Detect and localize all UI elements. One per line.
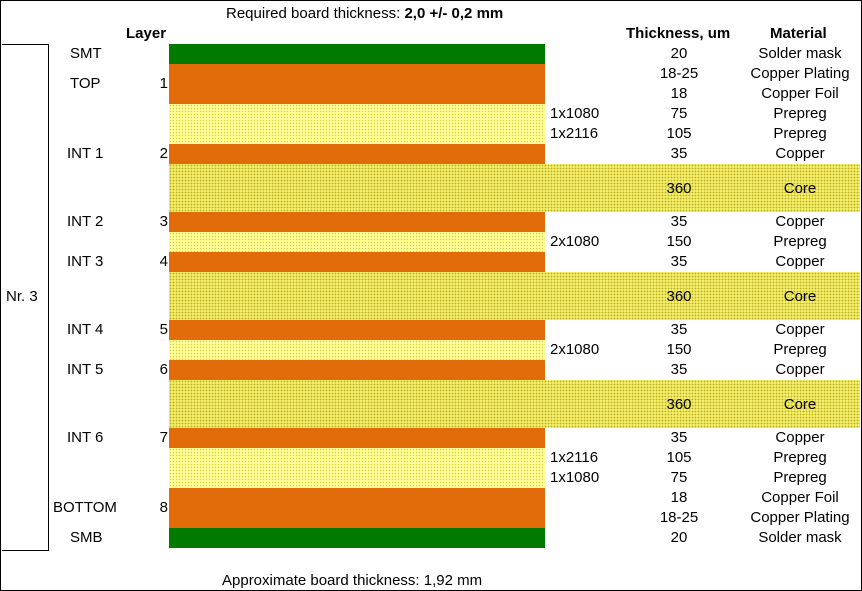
thickness-value: 105 [666, 449, 692, 466]
approximate-thickness: Approximate board thickness: 1,92 mm [222, 572, 483, 589]
layer-column-header: Layer [126, 25, 167, 42]
layer-name: SMT [70, 45, 102, 62]
layer-number: 4 [159, 253, 168, 270]
material-value: Copper Plating [750, 65, 850, 82]
thickness-value: 18-25 [659, 65, 699, 82]
layer-number: 7 [159, 429, 168, 446]
copper-top-bar [169, 64, 545, 104]
core-3-band [169, 380, 860, 428]
thickness-value: 150 [666, 233, 692, 250]
thickness-value: 35 [670, 145, 688, 162]
prepreg-bottom-bar [169, 448, 545, 488]
material-value: Copper [775, 145, 825, 162]
material-value: Prepreg [773, 125, 827, 142]
layer-name: INT 1 [67, 145, 104, 162]
layer-number: 3 [159, 213, 168, 230]
copper-int2-bar [169, 212, 545, 232]
layer-name: INT 3 [67, 253, 104, 270]
material-value: Copper [775, 429, 825, 446]
thickness-value: 360 [666, 180, 692, 197]
copper-int1-bar [169, 144, 545, 164]
thickness-value: 18 [670, 85, 688, 102]
required-thickness: Required board thickness: 2,0 +/- 0,2 mm [226, 5, 503, 22]
required-thickness-value: 2,0 +/- 0,2 mm [404, 5, 504, 22]
prepreg-spec: 2x1080 [550, 341, 600, 358]
copper-int6-bar [169, 428, 545, 448]
thickness-value: 75 [670, 469, 688, 486]
required-thickness-label: Required board thickness: [226, 5, 405, 22]
material-value: Prepreg [773, 341, 827, 358]
group-label: Nr. 3 [6, 288, 38, 305]
material-value: Copper Foil [761, 489, 839, 506]
copper-int5-bar [169, 360, 545, 380]
thickness-column-header: Thickness, um [626, 25, 731, 42]
material-value: Core [783, 288, 817, 305]
material-value: Copper [775, 253, 825, 270]
copper-bottom-bar [169, 488, 545, 528]
prepreg-top-bar [169, 104, 545, 144]
thickness-value: 35 [670, 253, 688, 270]
material-value: Copper [775, 213, 825, 230]
material-value: Solder mask [758, 529, 842, 546]
prepreg-spec: 1x2116 [550, 125, 599, 142]
material-column-header: Material [770, 25, 827, 42]
layer-number: 6 [159, 361, 168, 378]
layer-name: BOTTOM [53, 499, 117, 516]
layer-name: INT 4 [67, 321, 104, 338]
solder-mask-bottom-bar [169, 528, 545, 548]
material-value: Copper [775, 361, 825, 378]
material-value: Solder mask [758, 45, 842, 62]
layer-name: INT 5 [67, 361, 104, 378]
core-2-band [169, 272, 860, 320]
material-value: Prepreg [773, 449, 827, 466]
thickness-value: 360 [666, 396, 692, 413]
thickness-value: 35 [670, 213, 688, 230]
layer-number: 8 [159, 499, 168, 516]
material-value: Core [783, 396, 817, 413]
stackup-bracket [2, 44, 49, 551]
material-value: Prepreg [773, 105, 827, 122]
prepreg-spec: 1x1080 [550, 469, 600, 486]
material-value: Copper Plating [750, 509, 850, 526]
copper-int3-bar [169, 252, 545, 272]
thickness-value: 20 [670, 529, 688, 546]
material-value: Prepreg [773, 469, 827, 486]
thickness-value: 360 [666, 288, 692, 305]
material-value: Copper Foil [761, 85, 839, 102]
thickness-value: 18 [670, 489, 688, 506]
thickness-value: 35 [670, 321, 688, 338]
copper-int4-bar [169, 320, 545, 340]
solder-mask-top-bar [169, 44, 545, 64]
layer-name: SMB [70, 529, 103, 546]
layer-name: INT 6 [67, 429, 104, 446]
thickness-value: 75 [670, 105, 688, 122]
thickness-value: 150 [666, 341, 692, 358]
prepreg-spec: 1x1080 [550, 105, 600, 122]
layer-number: 2 [159, 145, 168, 162]
layer-name: INT 2 [67, 213, 104, 230]
layer-name: TOP [70, 75, 101, 92]
material-value: Prepreg [773, 233, 827, 250]
layer-number: 1 [159, 75, 168, 92]
prepreg-middle-1-bar [169, 232, 545, 252]
prepreg-middle-2-bar [169, 340, 545, 360]
thickness-value: 20 [670, 45, 688, 62]
thickness-value: 18-25 [659, 509, 699, 526]
core-1-band [169, 164, 860, 212]
thickness-value: 105 [666, 125, 692, 142]
prepreg-spec: 1x2116 [550, 449, 599, 466]
prepreg-spec: 2x1080 [550, 233, 600, 250]
layer-number: 5 [159, 321, 168, 338]
material-value: Core [783, 180, 817, 197]
material-value: Copper [775, 321, 825, 338]
thickness-value: 35 [670, 361, 688, 378]
thickness-value: 35 [670, 429, 688, 446]
